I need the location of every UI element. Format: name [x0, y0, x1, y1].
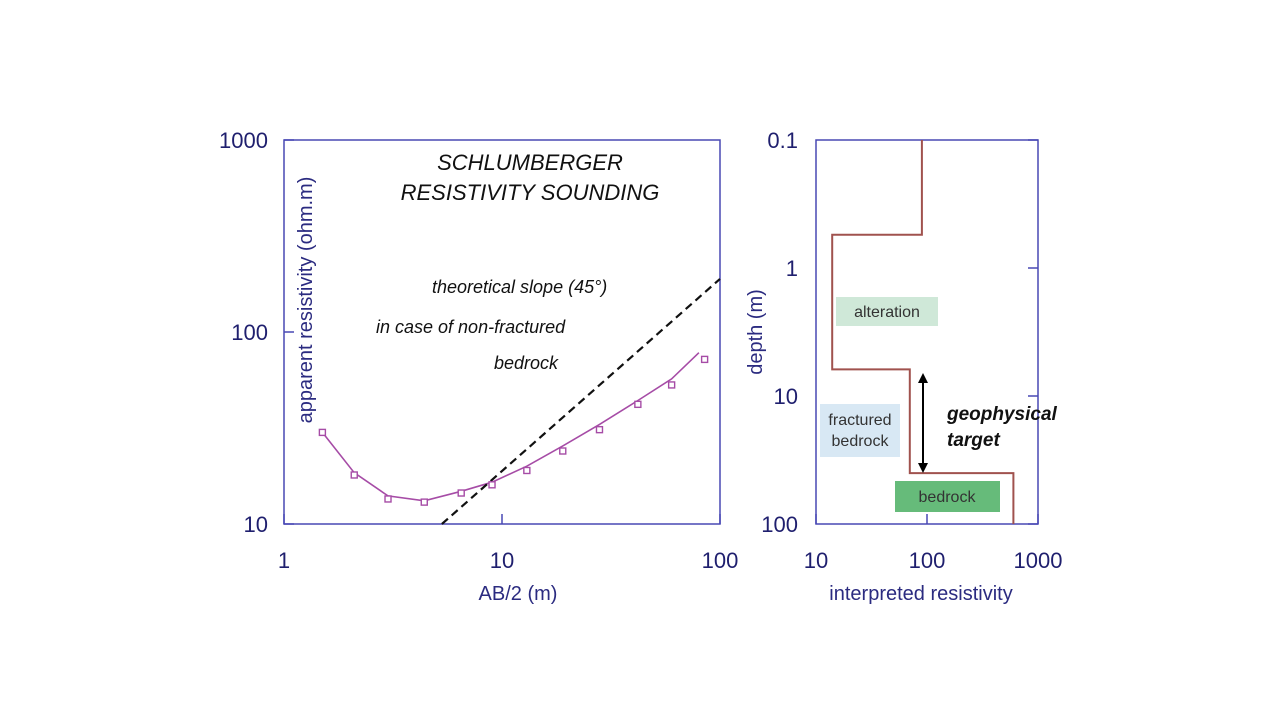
x-tick-label: 100 — [702, 548, 739, 573]
x-axis-label-ab2: AB/2 (m) — [479, 583, 558, 605]
sounding-tick-labels: 1 10 100 10 100 1000 — [219, 128, 738, 573]
chart-title-line1: SCHLUMBERGER — [437, 150, 623, 175]
layer-box-alteration — [836, 297, 938, 326]
sounding-chart: 1 10 100 10 100 1000 SCHLUMBERGER RESISTIVITY… — [219, 128, 738, 605]
interpretation-chart: alteration fractured bedrock bedrock 10 1… — [745, 128, 1062, 605]
sounding-series — [318, 278, 721, 525]
y-tick-label: 100 — [231, 320, 268, 345]
layer-label-fractured-line2: bedrock — [832, 433, 890, 450]
measured-point — [634, 400, 642, 409]
y-axis-label-apparent-resistivity: apparent resistivity (ohm.m) — [295, 177, 317, 424]
slope-annotation-line3: bedrock — [494, 353, 559, 373]
depth-tick-label: 10 — [774, 384, 798, 409]
measured-point — [523, 466, 531, 475]
measured-point — [559, 447, 567, 455]
layered-model-line — [831, 140, 1015, 524]
sounding-ticks — [283, 139, 721, 525]
layer-label-fractured-line1: fractured — [828, 412, 891, 429]
slope-annotation-line2: in case of non-fractured — [376, 317, 566, 337]
resistivity-tick-label: 10 — [804, 548, 828, 573]
measured-point — [318, 428, 327, 437]
depth-tick-label: 0.1 — [767, 128, 798, 153]
measured-point — [488, 481, 496, 489]
resistivity-tick-label: 100 — [909, 548, 946, 573]
measured-point — [595, 425, 604, 434]
depth-tick-label: 100 — [761, 512, 798, 537]
fitted-curve-line — [321, 352, 700, 502]
y-tick-label: 1000 — [219, 128, 268, 153]
theoretical-slope-line — [441, 278, 721, 525]
measured-point — [700, 355, 709, 364]
chart-title-line2: RESISTIVITY SOUNDING — [401, 180, 660, 205]
depth-tick-label: 1 — [786, 256, 798, 281]
target-label-line2: target — [947, 430, 1000, 451]
measured-point — [384, 495, 392, 503]
x-tick-label: 1 — [278, 548, 290, 573]
slope-annotation-line1: theoretical slope (45°) — [432, 277, 607, 297]
target-label-line1: geophysical — [946, 404, 1058, 425]
layer-box-bedrock — [895, 481, 1000, 512]
y-axis-label-depth: depth (m) — [745, 289, 767, 375]
measured-point — [350, 471, 358, 479]
measured-point — [457, 489, 465, 497]
measured-point — [667, 381, 676, 389]
y-tick-label: 10 — [244, 512, 268, 537]
interpretation-ticks — [815, 139, 1039, 525]
layer-label-alteration: alteration — [854, 304, 920, 321]
layer-box-fractured-bedrock — [820, 404, 900, 457]
layer-label-bedrock: bedrock — [919, 489, 977, 506]
resistivity-tick-label: 1000 — [1014, 548, 1063, 573]
x-axis-label-interpreted-resistivity: interpreted resistivity — [829, 583, 1012, 605]
x-tick-label: 10 — [490, 548, 514, 573]
interpretation-plot-frame — [815, 139, 1039, 525]
measured-point — [420, 498, 428, 506]
interpretation-series — [831, 140, 1015, 524]
